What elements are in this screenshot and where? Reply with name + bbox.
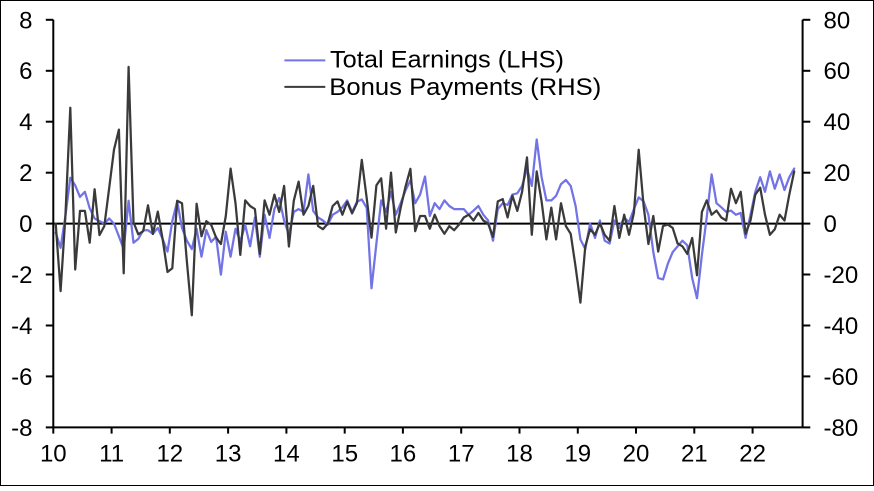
svg-text:-60: -60 xyxy=(824,364,859,391)
svg-text:2: 2 xyxy=(19,160,32,187)
svg-text:15: 15 xyxy=(331,441,358,468)
svg-text:4: 4 xyxy=(19,109,32,136)
svg-text:12: 12 xyxy=(156,441,183,468)
svg-text:0: 0 xyxy=(19,211,32,238)
svg-text:11: 11 xyxy=(99,441,124,468)
svg-text:20: 20 xyxy=(623,441,650,468)
svg-text:20: 20 xyxy=(824,160,851,187)
svg-text:Bonus Payments (RHS): Bonus Payments (RHS) xyxy=(329,74,601,101)
svg-text:40: 40 xyxy=(824,109,851,136)
svg-text:-2: -2 xyxy=(11,262,32,289)
svg-text:80: 80 xyxy=(824,7,851,34)
svg-text:-6: -6 xyxy=(11,364,32,391)
svg-text:22: 22 xyxy=(739,441,766,468)
svg-text:19: 19 xyxy=(564,441,591,468)
svg-text:17: 17 xyxy=(448,441,475,468)
svg-text:13: 13 xyxy=(215,441,242,468)
svg-text:-40: -40 xyxy=(824,313,859,340)
svg-text:6: 6 xyxy=(19,58,32,85)
svg-text:14: 14 xyxy=(273,441,300,468)
svg-text:0: 0 xyxy=(824,211,837,238)
svg-text:Total Earnings (LHS): Total Earnings (LHS) xyxy=(330,47,564,74)
svg-text:16: 16 xyxy=(390,441,417,468)
svg-text:18: 18 xyxy=(506,441,533,468)
svg-text:60: 60 xyxy=(824,58,851,85)
svg-text:-8: -8 xyxy=(11,415,32,442)
svg-text:10: 10 xyxy=(40,441,67,468)
svg-text:21: 21 xyxy=(681,441,708,468)
svg-text:-80: -80 xyxy=(824,415,859,442)
svg-text:-4: -4 xyxy=(11,313,32,340)
svg-text:8: 8 xyxy=(19,7,32,34)
svg-text:-20: -20 xyxy=(824,262,859,289)
